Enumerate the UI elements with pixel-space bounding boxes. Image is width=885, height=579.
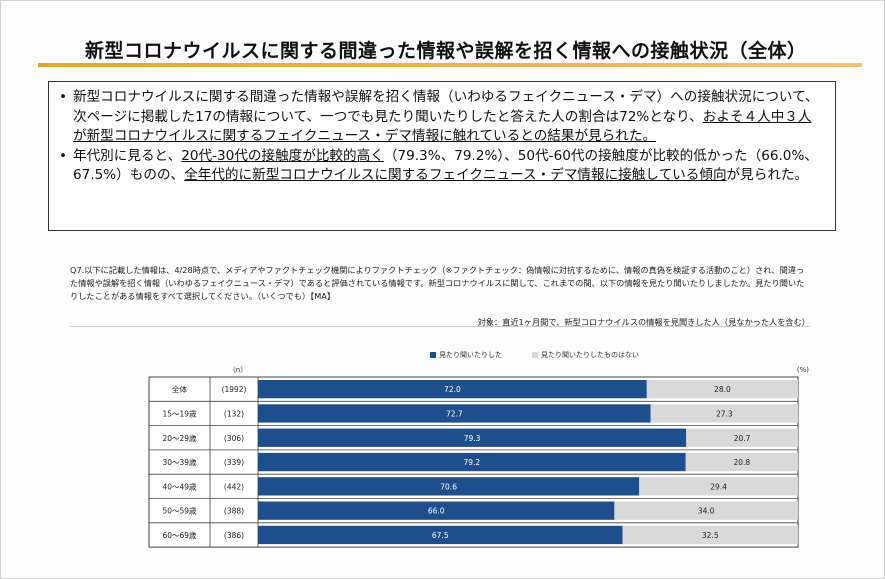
n-label: (386)	[224, 531, 244, 540]
legend-item-not-seen: 見たり聞いたりしたものはない	[532, 350, 639, 360]
summary-bullet-2-text-a: 年代別に見ると、	[73, 147, 182, 164]
data-label-not-seen: 20.8	[733, 458, 750, 467]
bar-seen	[258, 428, 687, 447]
target-note: 対象：直近1ヶ月間で、新型コロナウイルスの情報を見聞きした人（見なかった人を含む…	[477, 317, 810, 327]
category-label: 全体	[172, 384, 187, 394]
bar-seen	[258, 404, 651, 423]
summary-bullet-2-text-c: が見られた。	[726, 167, 809, 183]
data-label-seen: 70.6	[440, 482, 457, 491]
bar-not-seen	[686, 428, 798, 447]
n-label: (388)	[224, 507, 244, 516]
n-label: (132)	[224, 409, 244, 418]
bar-not-seen	[622, 525, 798, 545]
n-label: (442)	[224, 482, 244, 491]
category-label: 15～19歳	[162, 408, 197, 418]
n-label: (1992)	[222, 385, 247, 394]
summary-bullet-1-text: 新型コロナウイルスに関する間違った情報や誤解を招く情報（いわゆるフェイクニュース…	[73, 89, 819, 125]
summary-bullet-2-underlined-1: 20代-30代の接触度が比較的高く	[181, 147, 384, 164]
legend-swatch-seen	[430, 352, 436, 358]
data-label-not-seen: 27.3	[716, 409, 733, 418]
data-label-not-seen: 20.7	[734, 434, 751, 443]
category-label: 50～59歳	[162, 506, 197, 516]
bar-seen	[258, 501, 615, 520]
data-label-not-seen: 32.5	[702, 531, 719, 540]
data-label-seen: 72.0	[444, 385, 461, 394]
page-title: 新型コロナウイルスに関する間違った情報や誤解を招く情報への接触状況（全体）	[85, 40, 807, 62]
n-label: (306)	[224, 434, 244, 443]
legend-label-not-seen: 見たり聞いたりしたものはない	[541, 351, 639, 359]
bar-seen	[258, 452, 686, 472]
summary-bullet-2-underlined-2: 全年代的に新型コロナウイルスに関するフェイクニュース・デマ情報に接触している傾向	[184, 167, 727, 183]
chart-legend: 見たり聞いたりした 見たり聞いたりしたものはない	[430, 350, 639, 360]
summary-bullet-2: 年代別に見ると、20代-30代の接触度が比較的高く（79.3%、79.2%）、5…	[59, 147, 825, 186]
n-label: (339)	[224, 458, 244, 467]
data-label-not-seen: 34.0	[698, 507, 715, 516]
summary-bullet-1-underlined: およそ４人中３人が新型コロナウイルスに関するフェイクニュース・デマ情報に触れてい…	[73, 108, 812, 145]
data-label-seen: 79.3	[464, 434, 481, 443]
bar-not-seen	[646, 380, 798, 399]
bar-seen	[258, 525, 623, 545]
category-label: 60～69歳	[162, 530, 197, 540]
data-label-not-seen: 28.0	[714, 385, 731, 394]
question-text: Q7.以下に記載した情報は、4/28時点で、メディアやファクトチェック機関により…	[70, 265, 805, 301]
data-label-seen: 79.2	[463, 458, 480, 467]
data-label-seen: 72.7	[446, 409, 463, 418]
category-label: 20～29歳	[162, 433, 197, 443]
category-label: 30～39歳	[162, 457, 197, 467]
bar-seen	[258, 477, 640, 496]
summary-box: 新型コロナウイルスに関する間違った情報や誤解を招く情報（いわゆるフェイクニュース…	[48, 81, 836, 231]
legend-label-seen: 見たり聞いたりした	[439, 351, 502, 359]
summary-bullet-1: 新型コロナウイルスに関する間違った情報や誤解を招く情報（いわゆるフェイクニュース…	[59, 88, 825, 147]
bar-not-seen	[650, 404, 798, 423]
legend-item-seen: 見たり聞いたりした	[430, 350, 502, 360]
data-label-seen: 66.0	[428, 507, 445, 516]
legend-swatch-not-seen	[532, 352, 538, 358]
unit-label: (%)	[797, 366, 809, 374]
title-underline	[38, 63, 862, 67]
bar-seen	[258, 380, 647, 399]
bar-not-seen	[614, 501, 798, 520]
summary-bullet-2-text-b: （79.3%、79.2%）、50代-60代の接触度が比較的低かった（66.0%、…	[73, 147, 818, 184]
data-label-not-seen: 29.4	[710, 482, 727, 491]
question-divider	[70, 326, 810, 327]
bar-not-seen	[639, 477, 798, 496]
data-label-seen: 67.5	[432, 531, 449, 540]
n-header: （n）	[229, 366, 247, 374]
bar-not-seen	[685, 452, 798, 472]
category-label: 40～49歳	[162, 481, 197, 491]
